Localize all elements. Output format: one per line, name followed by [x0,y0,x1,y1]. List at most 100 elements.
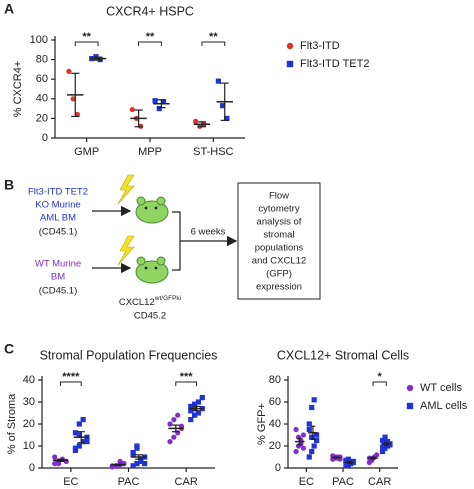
data-point [192,412,198,418]
data-point [300,445,306,451]
data-point [387,442,393,448]
panel-label: B [4,177,14,193]
panel-label: C [4,341,14,357]
data-point [380,444,386,450]
recipient-label: CXCL12wt/GFPki [119,295,181,308]
data-point [309,404,315,411]
data-point [130,452,136,458]
data-point [171,417,177,423]
readout-text: populations [255,243,304,254]
data-point [382,434,388,440]
significance-bracket [59,381,82,386]
significance-bracket [372,381,387,386]
x-tick-label: PAC [332,476,354,488]
donor-label: KO Murine [35,200,80,211]
y-tick-label: 40 [269,418,281,430]
mouse-icon [135,196,169,224]
data-point [129,106,135,113]
recipient-genotype: wt/GFPki [154,295,181,302]
data-point [134,461,140,467]
irradiation-icon [117,174,135,205]
data-point [160,99,167,105]
legend-marker [406,402,414,410]
y-tick-label: 20 [269,440,281,452]
data-point [380,448,386,455]
data-point [293,448,299,455]
data-point [52,461,58,467]
data-point [178,423,185,429]
data-point [293,426,299,433]
legend-label: Flt3-ITD TET2 [300,58,369,70]
y-axis-label: % GFP+ [256,403,268,445]
data-point [300,432,306,438]
y-tick-label: 40 [36,93,48,105]
data-point [134,443,140,449]
significance-label: **** [62,371,80,383]
x-tick-label: EC [299,476,314,488]
panel-label: A [4,1,14,17]
donor-label: Flt3-ITD TET2 [28,187,88,198]
y-tick-label: 10 [23,440,35,452]
data-point [55,461,62,467]
x-tick-label: EC [63,476,78,488]
data-point [52,454,58,460]
y-tick-label: 0 [275,462,281,474]
data-point [311,397,317,403]
mouse-icon [135,256,169,284]
significance-bracket [201,41,226,46]
data-point [76,421,82,427]
x-tick-label: MPP [138,146,162,158]
y-tick-label: 20 [36,112,48,124]
readout-box [237,182,321,300]
donor-marker: (CD45.1) [39,286,78,297]
data-point [152,98,158,104]
data-point [156,106,162,112]
data-point [374,452,380,458]
legend-label: Flt3-ITD [300,40,340,52]
y-tick-label: 60 [269,396,281,408]
chart-title: CXCL12+ Stromal Cells [277,348,409,362]
data-point [314,432,320,438]
data-point [80,417,86,423]
recipient-marker: CD45.2 [134,311,166,322]
data-point [306,426,312,433]
diagram: Flt3-ITD TET2 KO Murine AML BM (CD45.1) … [28,174,321,322]
data-point [220,103,226,109]
readout-text: stromal [263,230,294,241]
data-point [199,395,205,401]
data-point [70,96,76,102]
legend-label: AML cells [420,400,468,412]
donor-label: AML BM [40,213,76,224]
y-tick-label: 100 [30,34,48,46]
x-tick-label: PAC [118,476,140,488]
data-point [309,448,315,455]
legend-marker [286,60,294,68]
data-point [117,458,123,464]
legend-label: WT cells [420,382,462,394]
data-point [345,462,351,468]
data-point [306,421,312,427]
y-tick-label: 80 [36,54,48,66]
data-point [306,454,312,460]
data-point [311,443,317,449]
y-tick-label: 0 [42,132,48,144]
data-point [171,434,177,440]
y-tick-label: 20 [23,418,35,430]
data-point [215,78,221,84]
data-point [224,115,230,121]
significance-bracket [175,381,198,386]
data-point [84,439,90,445]
data-point [167,421,173,427]
data-point [74,111,80,118]
data-point [167,439,173,445]
readout-text: cytometry [258,204,299,215]
data-point [80,439,86,445]
y-axis-label: % of Stroma [6,393,18,454]
data-point [314,437,320,444]
readout-text: (GFP) [266,269,292,280]
significance-bracket [138,41,162,46]
irradiation-icon [117,235,135,266]
data-point [76,443,82,449]
data-point [193,118,199,124]
